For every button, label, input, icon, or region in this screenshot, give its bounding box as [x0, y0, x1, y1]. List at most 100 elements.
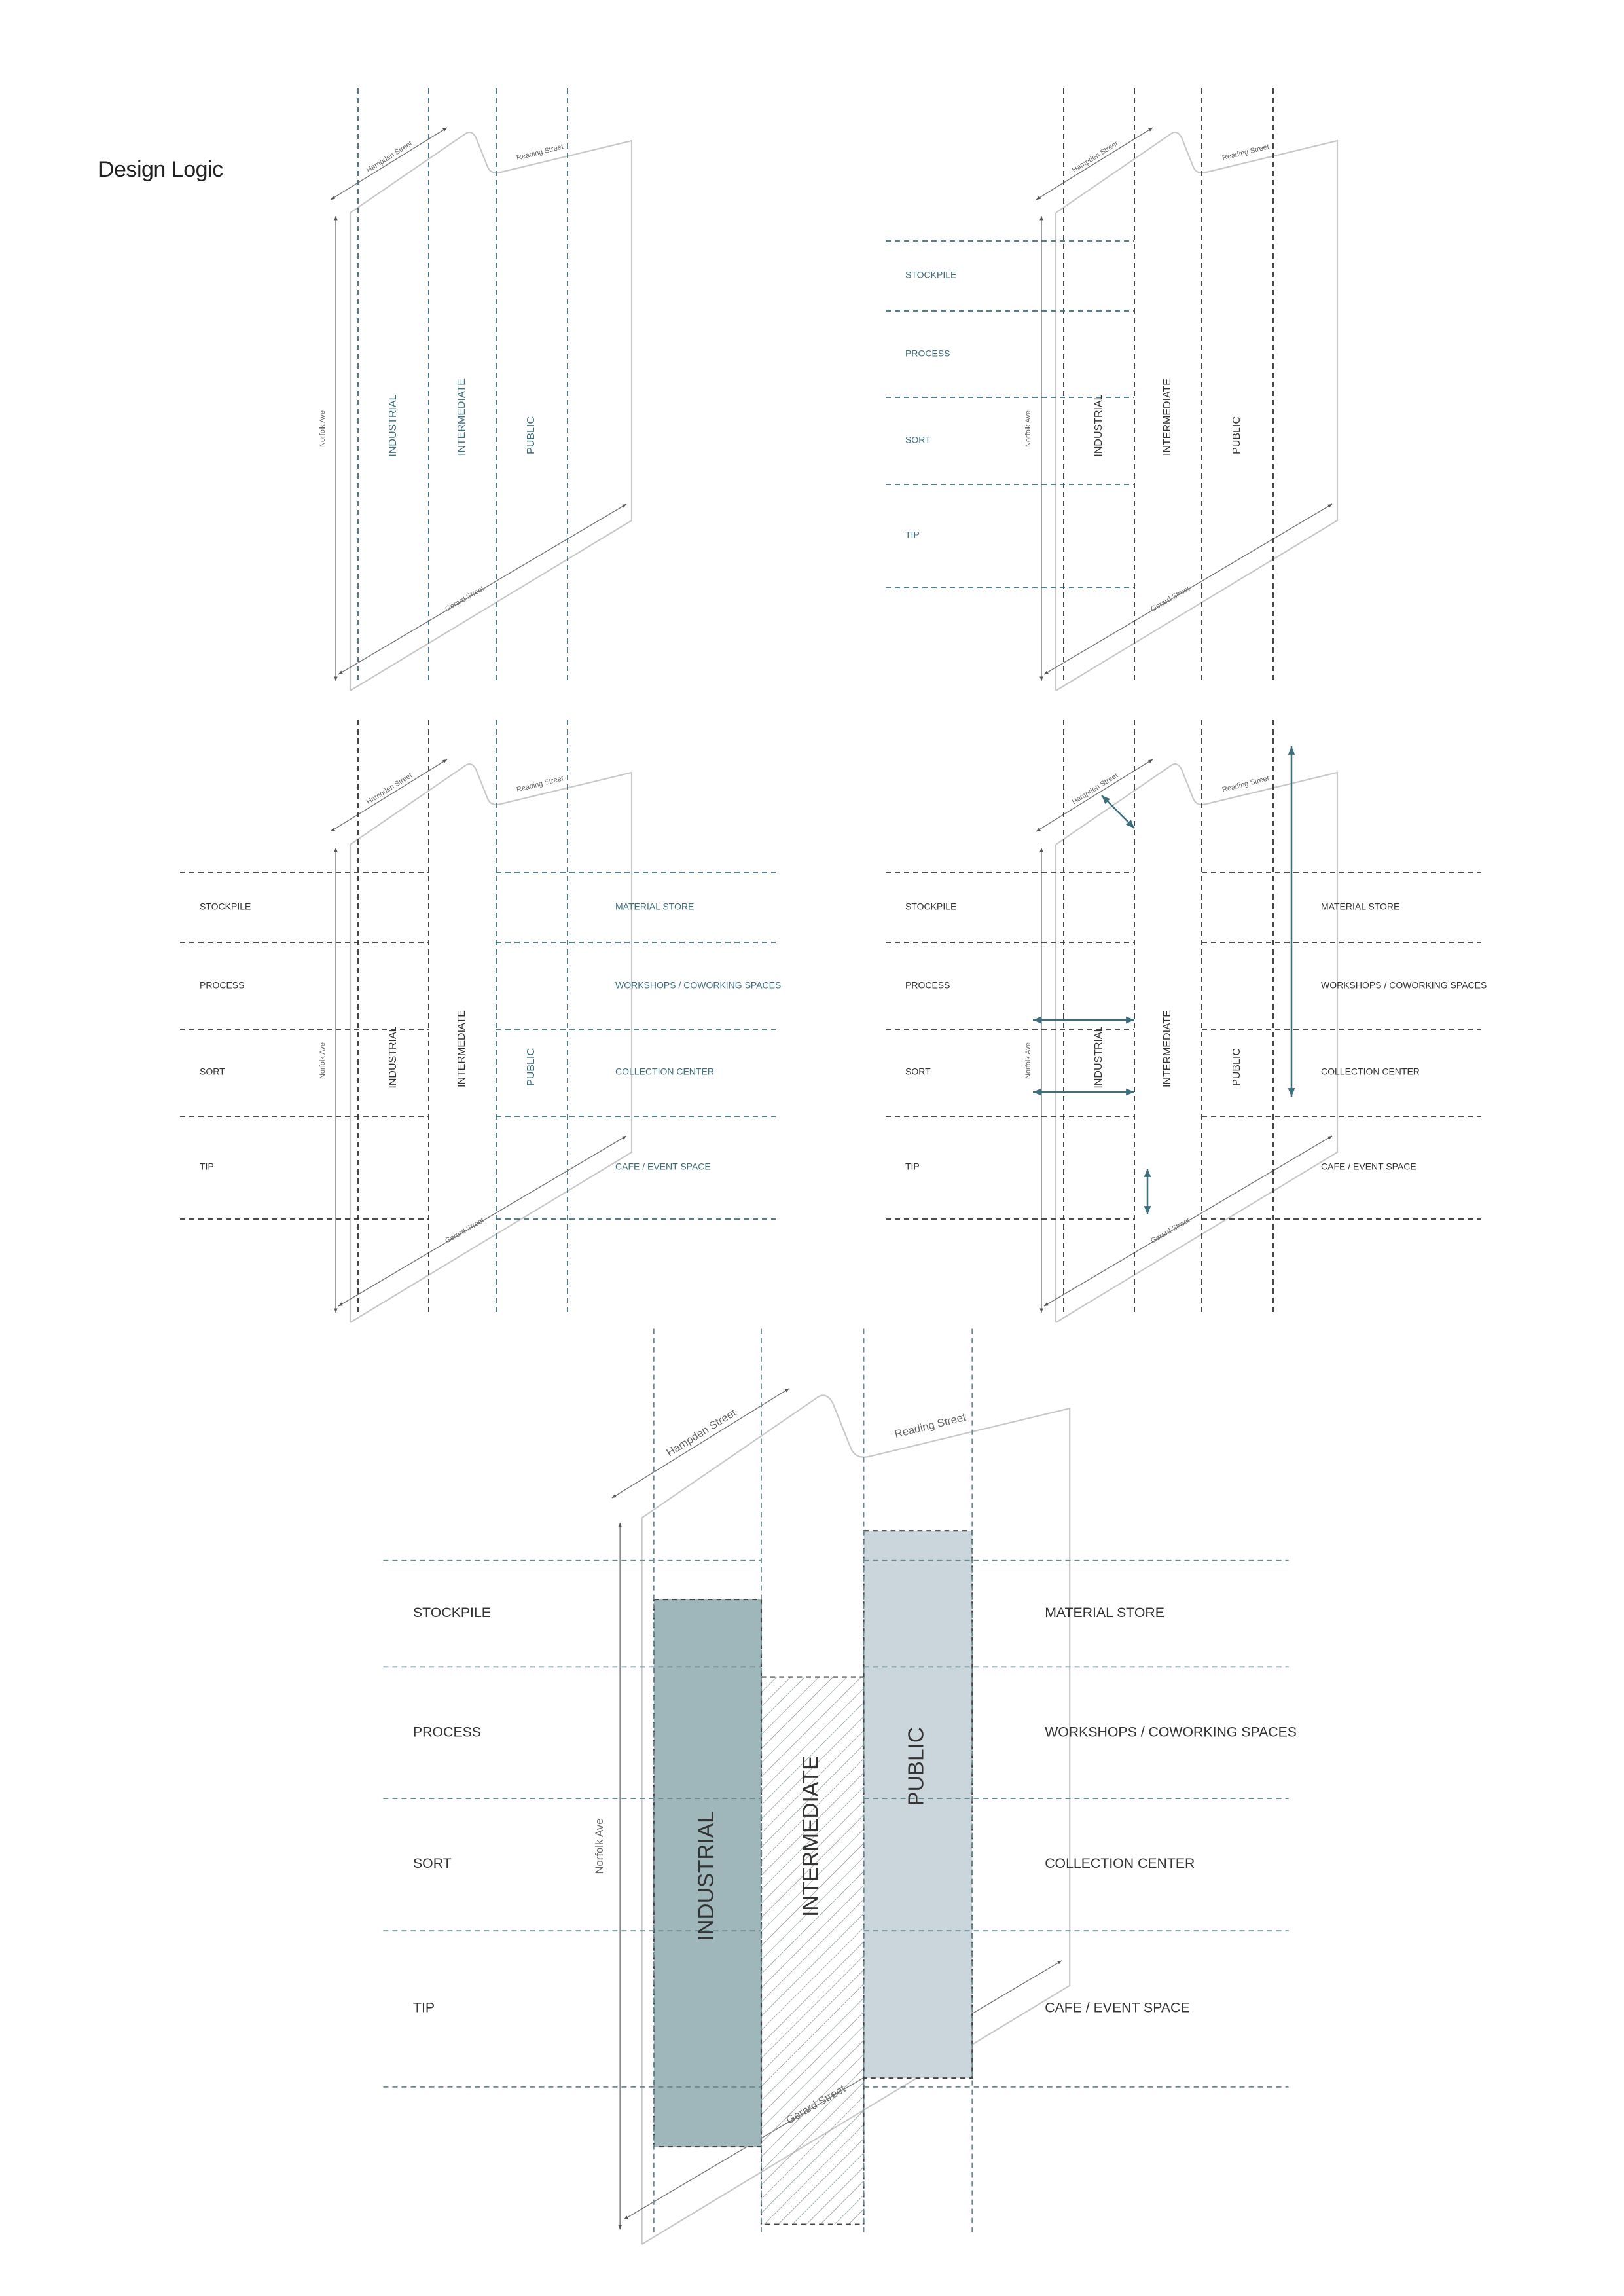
row-label-left: PROCESS — [413, 1724, 481, 1740]
arrowhead — [784, 1388, 789, 1393]
zone-label-intermediate: INTERMEDIATE — [1162, 1010, 1173, 1087]
row-label-left: STOCKPILE — [905, 270, 956, 280]
intermediate-block — [760, 1676, 865, 2225]
hampden-arrow-line — [1036, 127, 1153, 200]
arrowhead — [334, 848, 338, 852]
row-label-left: STOCKPILE — [905, 902, 956, 912]
row-label-left: PROCESS — [905, 980, 950, 991]
industrial-block — [653, 1598, 763, 2148]
row-label-right: MATERIAL STORE — [615, 902, 694, 912]
row-label-right: COLLECTION CENTER — [1321, 1066, 1420, 1077]
row-label-left: PROCESS — [905, 348, 950, 359]
street-label-norfolk: Norfolk Ave — [593, 1818, 605, 1874]
row-label-right: WORKSHOPS / COWORKING SPACES — [1321, 980, 1487, 991]
arrowhead — [442, 759, 447, 763]
arrowhead — [1148, 759, 1153, 763]
hampden-arrow-line — [611, 1388, 789, 1499]
row-label-right: COLLECTION CENTER — [1045, 1855, 1195, 1871]
row-label-left: STOCKPILE — [200, 902, 251, 912]
arrowhead — [1126, 820, 1134, 828]
row-label-left: TIP — [905, 530, 920, 540]
arrowhead — [1327, 504, 1332, 508]
gerard-arrow-line — [338, 1135, 627, 1307]
zone-label-intermediate: INTERMEDIATE — [456, 1010, 467, 1087]
arrowhead — [1036, 828, 1041, 831]
row-label-left: SORT — [905, 1066, 931, 1077]
zone-label-industrial: INDUSTRIAL — [695, 1811, 719, 1941]
site-outline — [350, 763, 633, 1323]
hampden-arrow-line — [330, 759, 448, 832]
zone-label-intermediate: INTERMEDIATE — [1162, 378, 1173, 456]
row-label-left: STOCKPILE — [413, 1605, 491, 1620]
site-outline — [1055, 131, 1339, 691]
row-label-right: WORKSHOPS / COWORKING SPACES — [1045, 1724, 1297, 1740]
arrowhead — [1126, 1016, 1134, 1024]
arrowhead — [612, 1494, 617, 1498]
site-outline — [1055, 763, 1339, 1323]
zone-label-public: PUBLIC — [1231, 1048, 1242, 1086]
row-label-left: SORT — [200, 1066, 225, 1077]
zone-label-public: PUBLIC — [904, 1727, 928, 1806]
row-label-right: MATERIAL STORE — [1321, 902, 1399, 912]
arrowhead — [622, 1136, 626, 1140]
arrowhead — [331, 828, 335, 831]
arrowhead — [1039, 848, 1043, 852]
zone-label-intermediate: INTERMEDIATE — [456, 378, 467, 456]
street-label-norfolk: Norfolk Ave — [1024, 1042, 1032, 1079]
arrowhead — [624, 2215, 629, 2219]
arrowhead — [1036, 196, 1041, 200]
zone-label-industrial: INDUSTRIAL — [388, 1026, 399, 1088]
arrowhead — [1144, 1169, 1151, 1177]
row-label-right: COLLECTION CENTER — [615, 1066, 714, 1077]
arrowhead — [1102, 795, 1110, 804]
row-label-left: SORT — [413, 1855, 452, 1871]
row-label-left: TIP — [413, 1999, 435, 2015]
row-label-right: WORKSHOPS / COWORKING SPACES — [615, 980, 781, 991]
gerard-arrow-line — [1043, 1135, 1333, 1307]
site-outline — [350, 131, 633, 691]
street-label-hampden: Hampden Street — [664, 1406, 739, 1459]
arrowhead — [1327, 1136, 1332, 1140]
arrowhead — [1126, 1088, 1134, 1096]
row-label-left: PROCESS — [200, 980, 244, 991]
zone-label-public: PUBLIC — [1231, 416, 1242, 454]
arrowhead — [1039, 216, 1043, 221]
zone-label-industrial: INDUSTRIAL — [388, 394, 399, 456]
gerard-arrow-line — [1043, 503, 1333, 675]
hampden-arrow-line — [1036, 759, 1153, 832]
arrowhead — [622, 504, 626, 508]
street-label-norfolk: Norfolk Ave — [1024, 410, 1032, 447]
row-label-left: TIP — [905, 1161, 920, 1172]
zone-label-industrial: INDUSTRIAL — [1093, 1026, 1104, 1088]
row-label-right: MATERIAL STORE — [1045, 1605, 1164, 1620]
zone-label-industrial: INDUSTRIAL — [1093, 394, 1104, 456]
gerard-arrow-line — [338, 503, 627, 675]
arrowhead — [618, 2225, 622, 2230]
street-label-norfolk: Norfolk Ave — [319, 1042, 327, 1079]
arrowhead — [1039, 1308, 1043, 1313]
row-label-left: SORT — [905, 435, 931, 445]
arrowhead — [442, 128, 447, 132]
arrowhead — [338, 670, 343, 674]
zone-label-intermediate: INTERMEDIATE — [799, 1756, 823, 1917]
arrowhead — [1044, 670, 1049, 674]
arrowhead — [1288, 746, 1295, 755]
row-label-right: CAFE / EVENT SPACE — [1321, 1161, 1416, 1172]
arrowhead — [1033, 1016, 1041, 1024]
arrowhead — [334, 216, 338, 221]
site-outline — [641, 1394, 1071, 2245]
zone-label-public: PUBLIC — [526, 1048, 537, 1086]
row-label-right: CAFE / EVENT SPACE — [615, 1161, 711, 1172]
arrowhead — [1039, 676, 1043, 681]
arrowhead — [1148, 128, 1153, 132]
arrowhead — [1044, 1302, 1049, 1306]
arrowhead — [1144, 1206, 1151, 1214]
row-label-right: CAFE / EVENT SPACE — [1045, 1999, 1189, 2015]
arrowhead — [331, 196, 335, 200]
